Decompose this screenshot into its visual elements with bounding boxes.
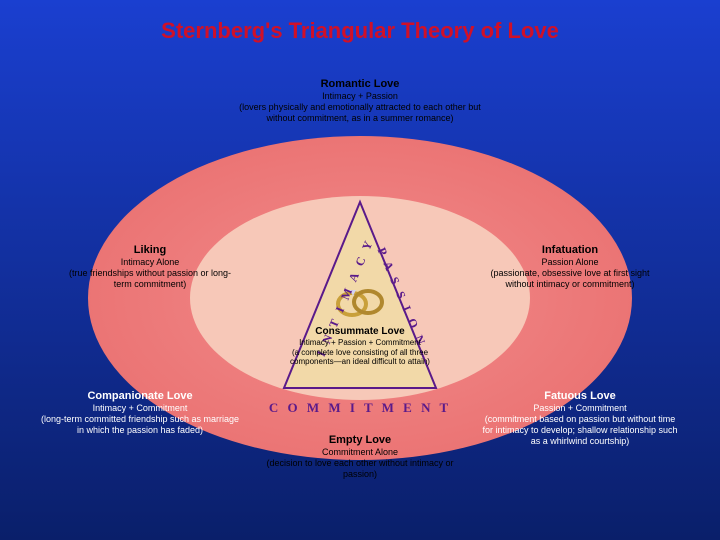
slide: Sternberg's Triangular Theory of Love I … [0,0,720,540]
node-liking-desc: (true friendships without passion or lon… [60,268,240,290]
node-liking-title: Liking [60,244,240,257]
node-fatuous-sub: Passion + Commitment [480,403,680,414]
node-empty-title: Empty Love [260,434,460,447]
node-romantic: Romantic Love Intimacy + Passion (lovers… [230,78,490,124]
node-romantic-title: Romantic Love [230,78,490,91]
node-companionate-desc: (long-term committed friendship such as … [40,414,240,436]
node-empty-desc: (decision to love each other without int… [260,458,460,480]
node-companionate: Companionate Love Intimacy + Commitment … [40,390,240,436]
node-infatuation: Infatuation Passion Alone (passionate, o… [480,244,660,290]
node-fatuous-title: Fatuous Love [480,390,680,403]
node-liking: Liking Intimacy Alone (true friendships … [60,244,240,290]
title-text: Sternberg's Triangular Theory of Love [161,18,559,43]
node-companionate-title: Companionate Love [40,390,240,403]
node-empty: Empty Love Commitment Alone (decision to… [260,434,460,480]
node-consummate-title: Consummate Love [272,326,448,338]
node-consummate-desc: (a complete love consisting of all three… [272,348,448,367]
node-consummate-sub: Intimacy + Passion + Commitment [272,338,448,348]
node-infatuation-title: Infatuation [480,244,660,257]
node-infatuation-sub: Passion Alone [480,257,660,268]
node-companionate-sub: Intimacy + Commitment [40,403,240,414]
page-title: Sternberg's Triangular Theory of Love [0,18,720,44]
node-consummate: Consummate Love Intimacy + Passion + Com… [272,326,448,367]
ring2 [354,291,382,313]
node-romantic-sub: Intimacy + Passion [230,91,490,102]
node-fatuous-desc: (commitment based on passion but without… [480,414,680,446]
node-infatuation-desc: (passionate, obsessive love at first sig… [480,268,660,290]
node-romantic-desc: (lovers physically and emotionally attra… [230,102,490,124]
node-empty-sub: Commitment Alone [260,447,460,458]
node-fatuous: Fatuous Love Passion + Commitment (commi… [480,390,680,446]
node-liking-sub: Intimacy Alone [60,257,240,268]
